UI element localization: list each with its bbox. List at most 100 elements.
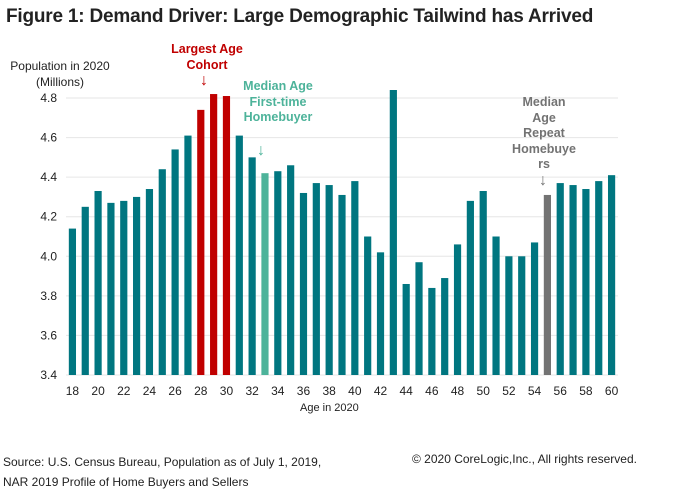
annotation-text: Median Age — [243, 79, 313, 93]
bar-age-29 — [210, 94, 218, 376]
annotation-text: rs — [538, 157, 550, 171]
bar-age-53 — [518, 256, 526, 375]
bar-age-45 — [415, 262, 423, 375]
bar-age-27 — [184, 135, 192, 375]
x-tick-label: 32 — [245, 384, 259, 398]
x-tick-label: 24 — [143, 384, 157, 398]
bar-age-57 — [569, 185, 577, 375]
bar-age-50 — [479, 190, 487, 375]
annotation-text: Largest Age — [171, 42, 243, 56]
annotation-largest-age-cohort: Largest Age Cohort — [162, 42, 252, 73]
bar-age-46 — [428, 287, 436, 375]
arrow-down-icon: ↓ — [257, 142, 265, 159]
bar-age-31 — [235, 135, 243, 375]
y-tick-label: 3.6 — [40, 328, 57, 342]
bar-age-40 — [351, 181, 359, 375]
x-tick-label: 52 — [502, 384, 516, 398]
bar-age-34 — [274, 171, 282, 375]
y-tick-label: 3.4 — [40, 368, 57, 382]
y-tick-label: 4.8 — [40, 91, 57, 105]
x-tick-label: 48 — [451, 384, 465, 398]
source-line-1: Source: U.S. Census Bureau, Population a… — [3, 455, 322, 469]
bar-age-32 — [248, 157, 256, 375]
x-tick-label: 56 — [554, 384, 568, 398]
bar-age-56 — [556, 183, 564, 375]
annotation-text: Repeat — [523, 126, 565, 140]
bar-age-43 — [389, 90, 397, 375]
bar-age-52 — [505, 256, 513, 375]
x-tick-label: 46 — [425, 384, 439, 398]
x-axis-label: Age in 2020 — [300, 402, 359, 414]
x-tick-label: 40 — [348, 384, 362, 398]
y-tick-label: 3.8 — [40, 289, 57, 303]
annotation-text: Homebuye — [512, 141, 576, 156]
copyright-note: © 2020 CoreLogic,Inc., All rights reserv… — [412, 452, 637, 466]
arrow-down-icon: ↓ — [539, 172, 547, 189]
y-tick-label: 4.4 — [40, 170, 57, 184]
source-note: Source: U.S. Census Bureau, Population a… — [3, 452, 321, 492]
x-tick-label: 54 — [528, 384, 542, 398]
bar-age-24 — [145, 189, 154, 375]
y-axis-label-line1: Population in 2020 — [10, 59, 110, 73]
x-tick-label: 34 — [271, 384, 285, 398]
bar-age-30 — [222, 96, 231, 376]
x-tick-label: 44 — [400, 384, 414, 398]
y-tick-label: 4.6 — [40, 131, 57, 145]
annotation-repeat-homebuyers: Median Age Repeat Homebuye rs — [508, 95, 580, 173]
y-axis-label-line2: (Millions) — [36, 75, 84, 89]
bar-age-44 — [402, 283, 410, 375]
bar-age-21 — [107, 202, 115, 375]
x-tick-label: 26 — [168, 384, 182, 398]
y-tick-label: 4.0 — [40, 249, 57, 263]
bar-age-42 — [376, 252, 385, 375]
annotation-text: Cohort — [186, 57, 228, 72]
annotation-text: Homebuyer — [243, 110, 313, 124]
bar-chart: 3.4 3.6 3.8 4.0 4.2 4.4 4.6 4.8 18 20 22 24 26 28 30 3… — [40, 90, 619, 398]
bar-age-47 — [441, 278, 449, 375]
x-tick-label: 30 — [220, 384, 234, 398]
x-tick-label: 50 — [477, 384, 491, 398]
x-tick-label: 58 — [579, 384, 593, 398]
bar-age-23 — [133, 196, 141, 375]
bar-age-36 — [299, 192, 308, 375]
bar-age-35 — [287, 165, 295, 375]
bar-age-55 — [543, 194, 551, 375]
x-tick-label: 42 — [374, 384, 388, 398]
x-tick-label: 36 — [297, 384, 311, 398]
bar-age-38 — [325, 185, 333, 375]
bar-age-18 — [68, 228, 77, 375]
y-tick-label: 4.2 — [40, 210, 57, 224]
x-tick-label: 60 — [605, 384, 619, 398]
x-tick-label: 20 — [91, 384, 105, 398]
annotation-first-time-homebuyer: Median Age First-time Homebuyer — [228, 79, 328, 126]
source-line-2: NAR 2019 Profile of Home Buyers and Sell… — [3, 475, 249, 489]
bar-age-26 — [171, 149, 179, 375]
bar-age-41 — [364, 236, 372, 375]
y-axis-label: Population in 2020 (Millions) — [8, 58, 112, 90]
bar-age-37 — [312, 183, 320, 375]
x-tick-label: 28 — [194, 384, 208, 398]
annotation-text: Age — [532, 110, 556, 125]
chart-title: Figure 1: Demand Driver: Large Demograph… — [6, 6, 594, 27]
annotation-text: Median — [522, 95, 566, 109]
bar-age-58 — [582, 189, 590, 375]
bar-age-54 — [530, 242, 539, 375]
bar-age-22 — [120, 200, 128, 375]
x-tick-labels: 18 20 22 24 26 28 30 32 34 36 38 40 42 44 46 48 50 52 54 56… — [66, 384, 619, 398]
bar-age-51 — [492, 236, 500, 375]
x-tick-label: 22 — [117, 384, 131, 398]
bars — [68, 90, 616, 376]
x-tick-label: 38 — [322, 384, 336, 398]
bar-age-20 — [94, 190, 102, 375]
arrow-down-icon: ↓ — [200, 72, 208, 89]
y-tick-labels: 3.4 3.6 3.8 4.0 4.2 4.4 4.6 4.8 — [40, 91, 57, 382]
bar-age-49 — [466, 200, 474, 375]
bar-age-60 — [607, 175, 616, 375]
bar-age-59 — [595, 181, 603, 375]
bar-age-19 — [81, 206, 89, 375]
bar-age-25 — [158, 169, 166, 375]
x-tick-label: 18 — [66, 384, 80, 398]
bar-age-48 — [453, 244, 462, 375]
bar-age-39 — [338, 194, 346, 375]
annotation-text: First-time — [249, 94, 307, 109]
